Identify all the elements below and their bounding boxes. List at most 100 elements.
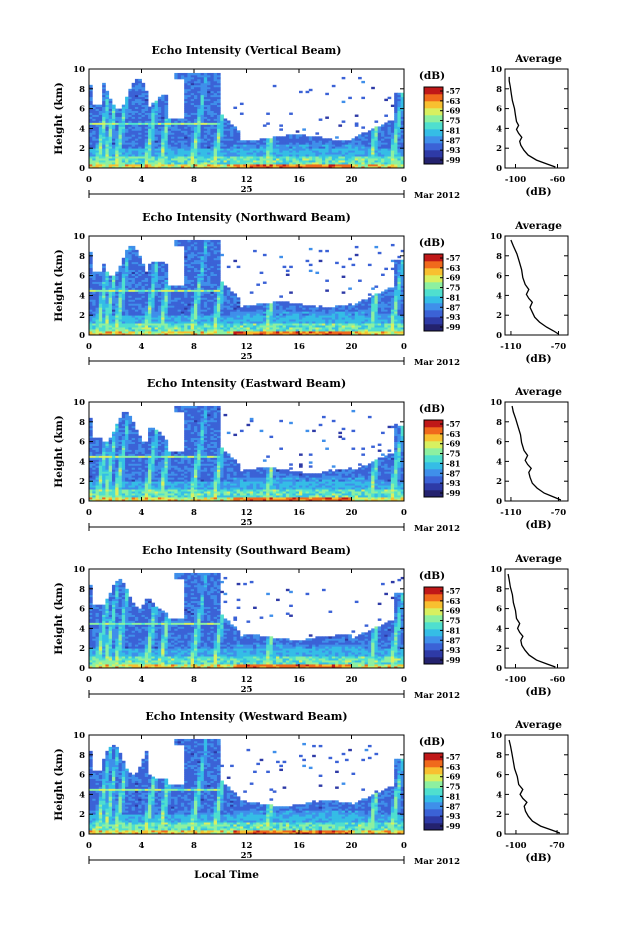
heatmap-cell: [216, 108, 221, 111]
heatmap-cell: [361, 150, 366, 153]
heatmap-cell: [144, 291, 149, 294]
heatmap-cell: [210, 148, 215, 151]
heatmap-cell: [308, 146, 313, 149]
heatmap-cell: [358, 76, 362, 80]
heatmap-cell: [89, 164, 93, 167]
heatmap-cell: [390, 148, 395, 151]
heatmap-cell: [190, 112, 195, 115]
heatmap-cell: [89, 327, 93, 330]
heatmap-cell: [131, 148, 136, 151]
heatmap-cell: [200, 162, 205, 165]
heatmap-cell: [328, 162, 333, 165]
heatmap-cell: [105, 271, 110, 275]
heatmap-cell: [230, 140, 234, 143]
heatmap-cell: [128, 100, 133, 104]
heatmap-cell: [253, 305, 257, 308]
heatmap-cell: [308, 158, 313, 161]
heatmap-cell: [121, 130, 126, 133]
month-label: Mar 2012: [414, 191, 460, 201]
heatmap-cell: [98, 156, 103, 159]
heatmap-cell: [174, 164, 178, 167]
heatmap-cell: [121, 291, 126, 294]
heatmap-cell: [400, 132, 405, 135]
heatmap-cell: [276, 164, 280, 167]
heatmap-cell: [272, 142, 277, 145]
heatmap-cell: [203, 152, 208, 155]
heatmap-cell: [236, 140, 241, 143]
heatmap-cell: [292, 158, 297, 161]
heatmap-cell: [111, 317, 116, 320]
heatmap-cell: [92, 150, 96, 153]
heatmap-cell: [111, 307, 116, 310]
heatmap-cell: [138, 255, 142, 259]
heatmap-cell: [138, 154, 142, 157]
heatmap-cell: [220, 154, 224, 157]
heatmap-cell: [154, 144, 159, 147]
heatmap-cell: [239, 144, 244, 147]
heatmap-cell: [190, 122, 195, 125]
heatmap-cell: [121, 152, 126, 155]
heatmap-cell: [266, 158, 270, 161]
heatmap-cell: [285, 140, 290, 143]
heatmap-cell: [246, 305, 251, 308]
heatmap-cell: [377, 138, 382, 141]
heatmap-cell: [89, 325, 93, 328]
heatmap-cell: [194, 114, 198, 117]
heatmap-cell: [213, 106, 218, 109]
heatmap-cell: [111, 154, 116, 157]
heatmap-cell: [138, 138, 142, 141]
heatmap-cell: [187, 150, 192, 153]
heatmap-cell: [111, 295, 116, 298]
heatmap-cell: [111, 124, 116, 127]
heatmap-cell: [207, 150, 211, 153]
heatmap-cell: [115, 303, 119, 306]
heatmap-cell: [282, 162, 287, 165]
heatmap-cell: [174, 122, 178, 125]
heatmap-cell: [157, 130, 162, 133]
heatmap-cell: [318, 148, 323, 151]
heatmap-cell: [272, 148, 277, 151]
heatmap-cell: [98, 112, 103, 115]
heatmap-cell: [131, 305, 136, 308]
heatmap-cell: [134, 80, 139, 84]
heatmap-cell: [118, 118, 123, 121]
heatmap-cell: [131, 287, 136, 290]
heatmap-cell: [289, 146, 293, 149]
heatmap-cell: [89, 311, 93, 314]
heatmap-cell: [285, 160, 290, 163]
heatmap-cell: [361, 156, 366, 159]
heatmap-cell: [105, 293, 110, 296]
heatmap-cell: [354, 148, 359, 151]
heatmap-cell: [213, 134, 218, 137]
heatmap-cell: [239, 162, 244, 165]
heatmap-cell: [125, 257, 129, 261]
heatmap-cell: [141, 122, 146, 125]
heatmap-cell: [387, 166, 392, 169]
heatmap-cell: [210, 98, 215, 102]
heatmap-cell: [108, 136, 113, 139]
heatmap-cell: [144, 309, 149, 312]
heatmap-cell: [295, 152, 300, 155]
heatmap-cell: [105, 100, 110, 104]
heatmap-cell: [285, 273, 290, 276]
heatmap-cell: [118, 136, 123, 139]
heatmap-cell: [131, 271, 136, 275]
heatmap-cell: [128, 333, 133, 336]
heatmap-cell: [154, 134, 159, 137]
heatmap-cell: [128, 305, 133, 308]
heatmap-cell: [184, 92, 188, 96]
heatmap-cell: [289, 112, 293, 115]
heatmap-cell: [177, 160, 182, 163]
heatmap-cell: [131, 152, 136, 155]
heatmap-cell: [216, 142, 221, 145]
heatmap-cell: [213, 128, 218, 131]
heatmap-cell: [194, 100, 198, 104]
heatmap-cell: [118, 126, 123, 129]
heatmap-cell: [321, 152, 326, 155]
heatmap-cell: [305, 259, 310, 263]
heatmap-cell: [197, 88, 201, 92]
heatmap-cell: [384, 152, 388, 155]
heatmap-cell: [148, 269, 152, 273]
heatmap-cell: [276, 138, 280, 141]
heatmap-cell: [259, 162, 264, 165]
